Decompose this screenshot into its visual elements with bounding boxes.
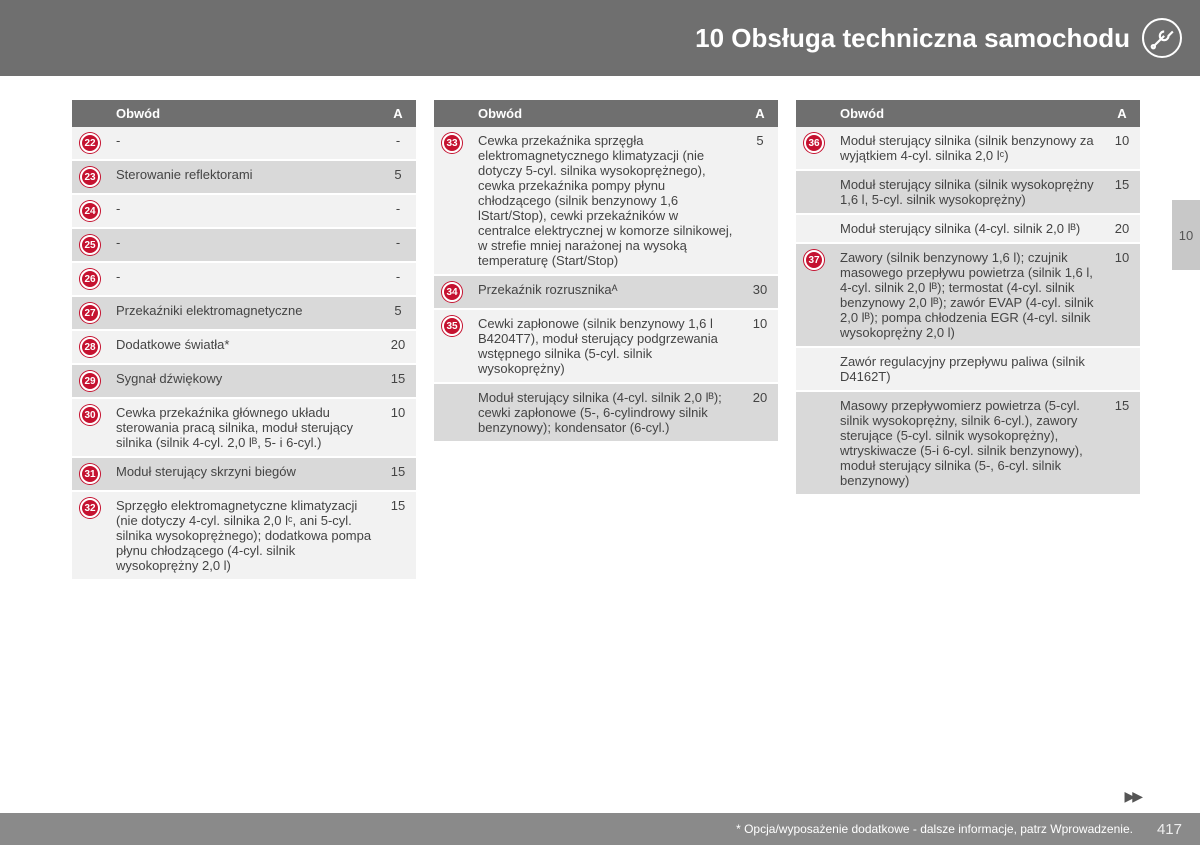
table-row: Moduł sterujący silnika (4-cyl. silnik 2… [796,214,1140,243]
fuse-badge: 23 [80,167,100,187]
table-row: 34 Przekaźnik rozrusznikaᴬ30 [434,275,778,309]
fuse-badge: 34 [442,282,462,302]
chapter-title: 10 Obsługa techniczna samochodu [695,23,1130,54]
fuse-description: Masowy przepływomierz powietrza (5-cyl. … [832,391,1104,495]
footer: * Opcja/wyposażenie dodatkowe - dalsze i… [0,813,1200,845]
column-2: ObwódA33Cewka przekaźnika sprzęgła elekt… [434,100,778,581]
fuse-amperage: - [380,262,416,296]
fuse-badge: 22 [80,133,100,153]
fuse-amperage: 20 [1104,214,1140,243]
fuse-amperage: 5 [742,127,778,275]
fuse-amperage: - [380,194,416,228]
table-row: 24-- [72,194,416,228]
fuse-description: Przekaźniki elektromagnetyczne [108,296,380,330]
fuse-table-3: ObwódA36Moduł sterujący silnika (silnik … [796,100,1140,496]
fuse-badge: 35 [442,316,462,336]
fuse-description: Moduł sterujący silnika (silnik benzynow… [832,127,1104,170]
fuse-description: - [108,228,380,262]
table-row: 31 Moduł sterujący skrzyni biegów15 [72,457,416,491]
fuse-badge: 37 [804,250,824,270]
table-row: 26-- [72,262,416,296]
table-row: 22-- [72,127,416,160]
table-row: 33 Cewka przekaźnika sprzęgła elektromagn… [434,127,778,275]
fuse-description: Moduł sterujący silnika (4-cyl. silnik 2… [832,214,1104,243]
fuse-badge: 29 [80,371,100,391]
fuse-description: Sterowanie reflektorami [108,160,380,194]
fuse-badge: 31 [80,464,100,484]
table-row: 28 Dodatkowe światła*20 [72,330,416,364]
fuse-amperage [1104,347,1140,391]
table-row: 29 Sygnał dźwiękowy15 [72,364,416,398]
fuse-badge: 32 [80,498,100,518]
fuse-badge: 24 [80,201,100,221]
section-tab: 10 [1172,200,1200,270]
fuse-badge: 33 [442,133,462,153]
fuse-amperage: 20 [380,330,416,364]
fuse-badge: 28 [80,337,100,357]
table-row: 30 Cewka przekaźnika głównego układu ster… [72,398,416,457]
fuse-amperage: 30 [742,275,778,309]
fuse-description: Cewki zapłonowe (silnik benzynowy 1,6 l … [470,309,742,383]
table-row: 27 Przekaźniki elektromagnetyczne5 [72,296,416,330]
column-1: ObwódA22--23Sterowanie reflektorami524--… [72,100,416,581]
fuse-description: Cewka przekaźnika głównego układu sterow… [108,398,380,457]
table-row: 32 Sprzęgło elektromagnetyczne klimatyzac… [72,491,416,580]
table-row: 36 Moduł sterujący silnika (silnik benzyn… [796,127,1140,170]
table-row: 37 Zawory (silnik benzynowy 1,6 l); czujn… [796,243,1140,347]
continuation-arrows-icon: ▶▶ [1124,788,1140,805]
fuse-description: - [108,127,380,160]
table-row: 25-- [72,228,416,262]
fuse-amperage: 15 [380,491,416,580]
table-row: Masowy przepływomierz powietrza (5-cyl. … [796,391,1140,495]
content-columns: ObwódA22--23Sterowanie reflektorami524--… [72,100,1140,581]
table-row: Zawór regulacyjny przepływu paliwa (siln… [796,347,1140,391]
fuse-badge: 36 [804,133,824,153]
fuse-amperage: 15 [380,364,416,398]
fuse-amperage: 10 [742,309,778,383]
fuse-description: Sygnał dźwiękowy [108,364,380,398]
fuse-description: Dodatkowe światła* [108,330,380,364]
fuse-description: Moduł sterujący skrzyni biegów [108,457,380,491]
fuse-table-1: ObwódA22--23Sterowanie reflektorami524--… [72,100,416,581]
fuse-amperage: 5 [380,160,416,194]
fuse-badge: 30 [80,405,100,425]
fuse-amperage: 15 [1104,170,1140,214]
fuse-badge: 26 [80,269,100,289]
table-row: Moduł sterujący silnika (4-cyl. silnik 2… [434,383,778,442]
fuse-amperage: 10 [1104,243,1140,347]
page-number: 417 [1157,821,1182,838]
fuse-badge: 27 [80,303,100,323]
column-3: ObwódA36Moduł sterujący silnika (silnik … [796,100,1140,581]
fuse-description: Sprzęgło elektromagnetyczne klimatyzacji… [108,491,380,580]
fuse-description: - [108,262,380,296]
fuse-description: - [108,194,380,228]
fuse-description: Moduł sterujący silnika (silnik wysokopr… [832,170,1104,214]
fuse-amperage: 10 [380,398,416,457]
fuse-amperage: 10 [1104,127,1140,170]
table-row: 35 Cewki zapłonowe (silnik benzynowy 1,6 … [434,309,778,383]
fuse-amperage: - [380,127,416,160]
fuse-amperage: - [380,228,416,262]
fuse-description: Zawór regulacyjny przepływu paliwa (siln… [832,347,1104,391]
section-tab-label: 10 [1179,228,1193,243]
table-row: 23 Sterowanie reflektorami5 [72,160,416,194]
fuse-description: Moduł sterujący silnika (4-cyl. silnik 2… [470,383,742,442]
footer-note: * Opcja/wyposażenie dodatkowe - dalsze i… [736,822,1133,836]
fuse-amperage: 20 [742,383,778,442]
fuse-table-2: ObwódA33Cewka przekaźnika sprzęgła elekt… [434,100,778,443]
fuse-description: Przekaźnik rozrusznikaᴬ [470,275,742,309]
fuse-description: Cewka przekaźnika sprzęgła elektromagnet… [470,127,742,275]
fuse-description: Zawory (silnik benzynowy 1,6 l); czujnik… [832,243,1104,347]
wrench-icon [1142,18,1182,58]
table-row: Moduł sterujący silnika (silnik wysokopr… [796,170,1140,214]
fuse-amperage: 15 [1104,391,1140,495]
chapter-header: 10 Obsługa techniczna samochodu [0,0,1200,76]
fuse-badge: 25 [80,235,100,255]
fuse-amperage: 5 [380,296,416,330]
fuse-amperage: 15 [380,457,416,491]
